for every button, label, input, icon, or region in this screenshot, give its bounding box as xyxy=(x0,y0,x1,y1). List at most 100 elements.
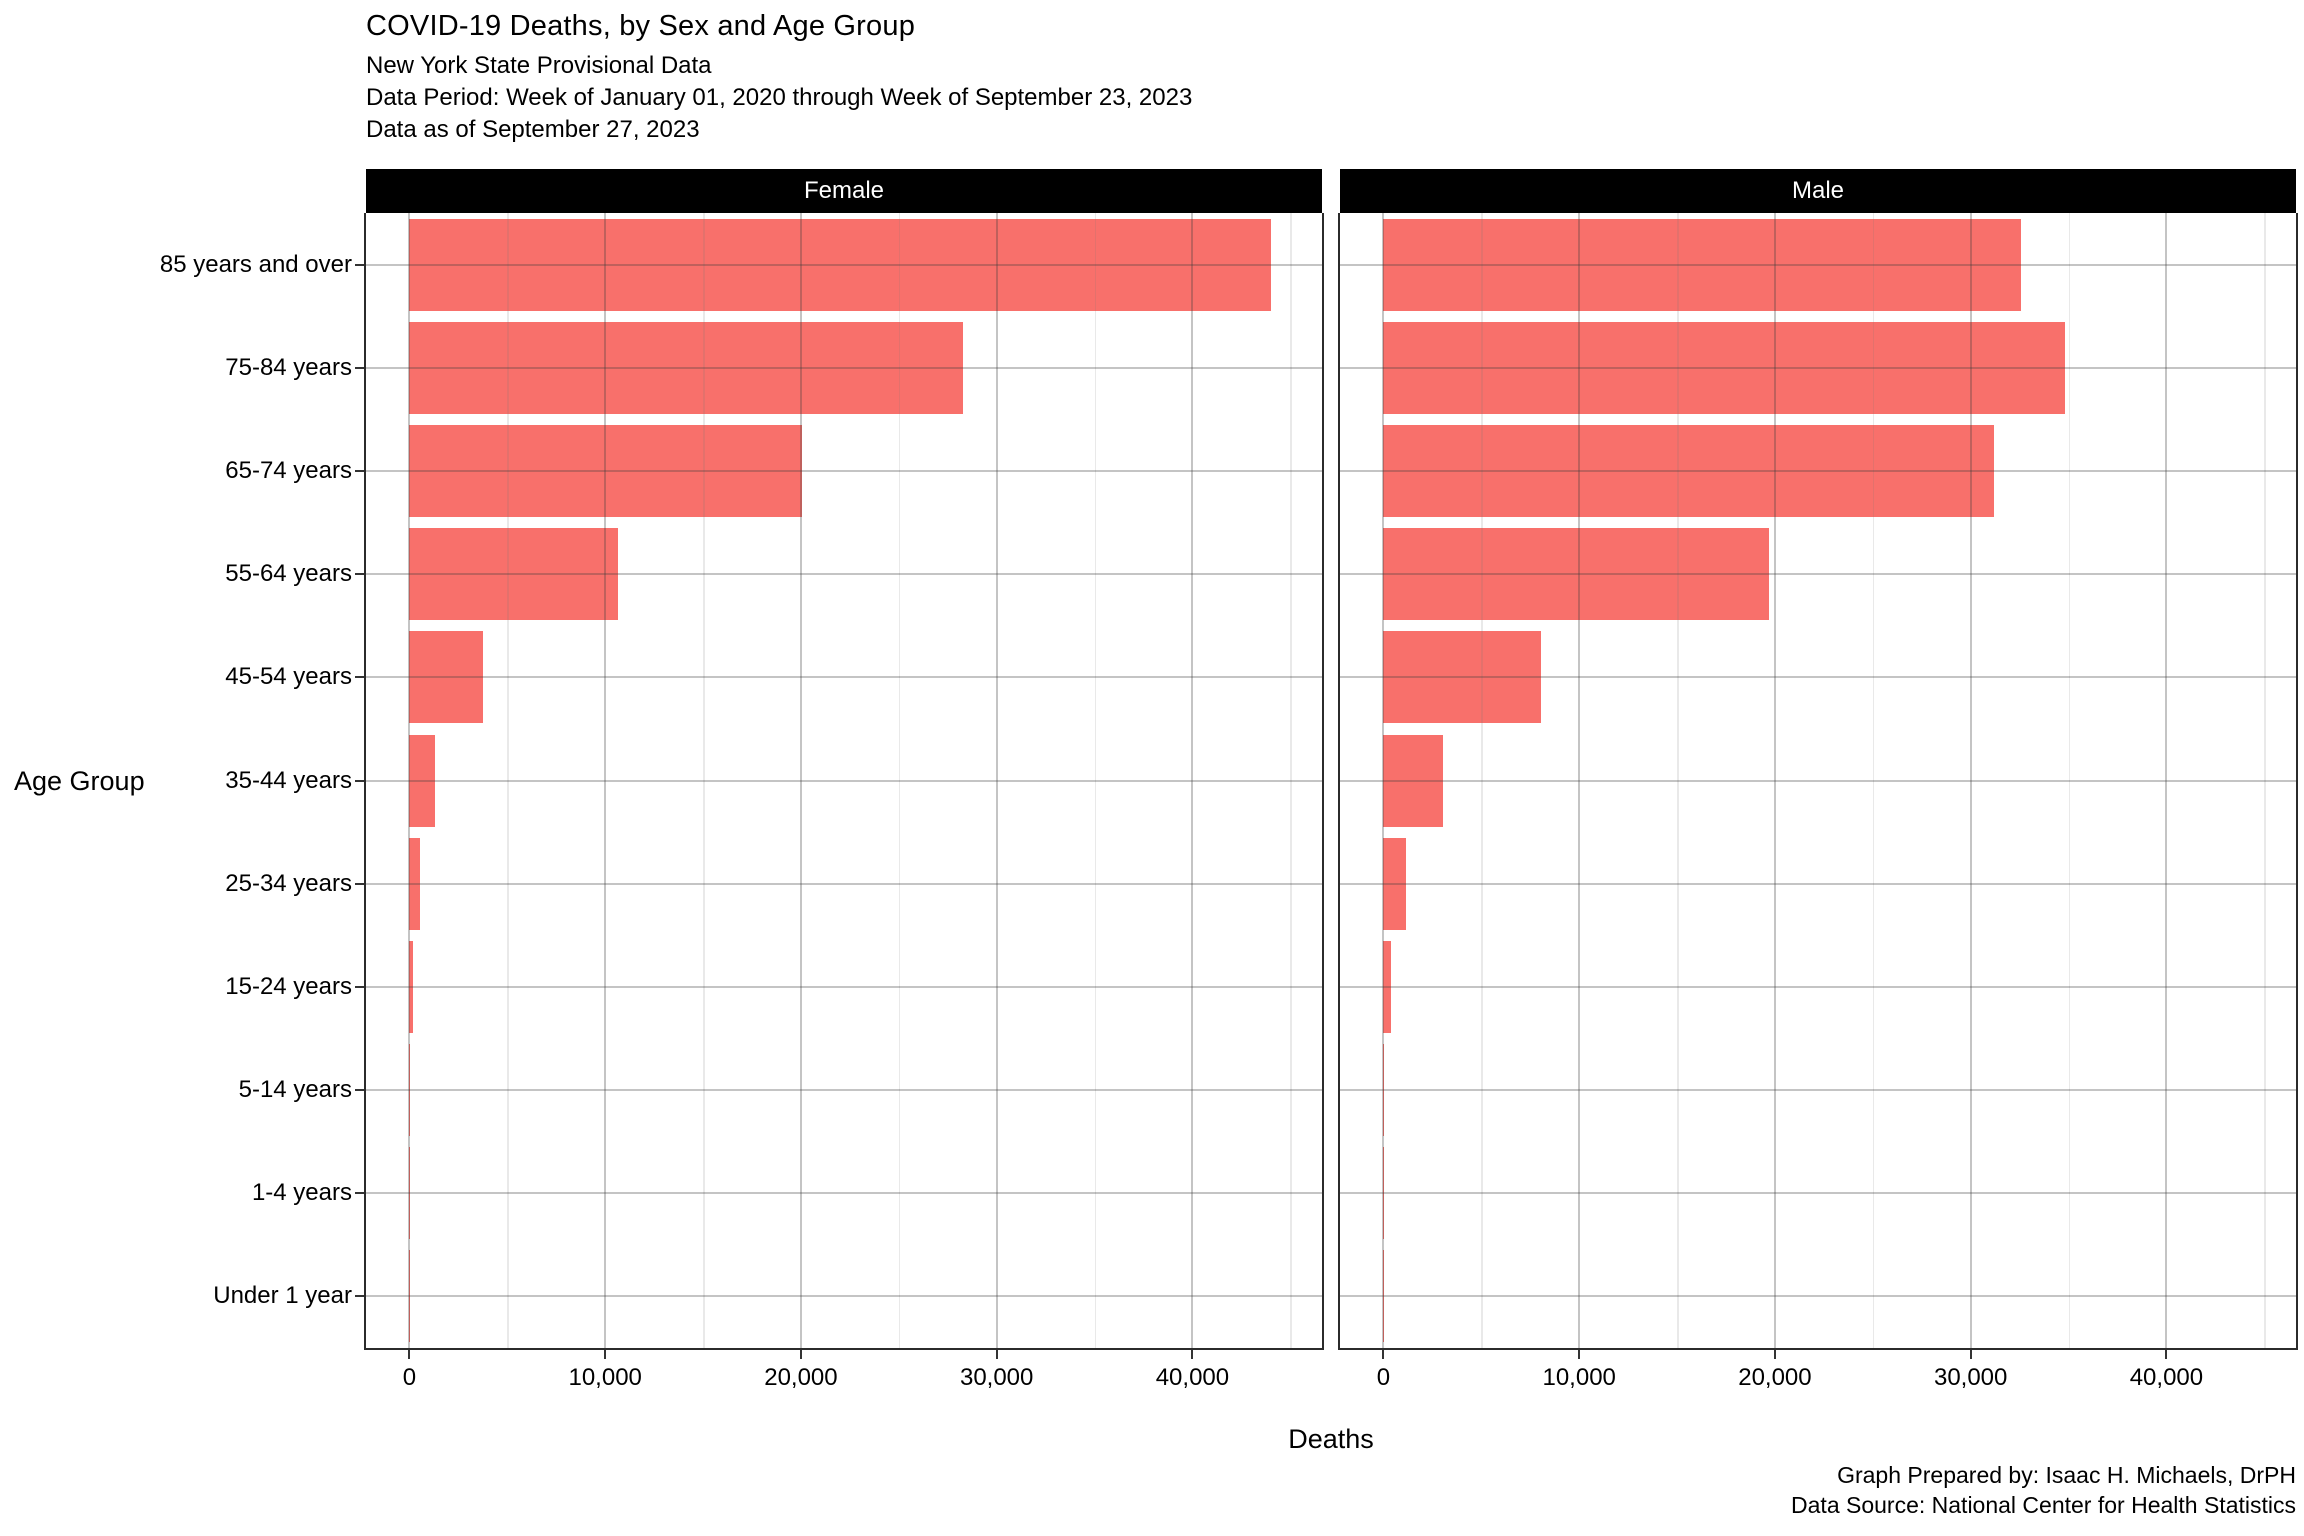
x-tick-label: 0 xyxy=(1376,1364,1391,1391)
gridline-x-minor xyxy=(1677,213,1679,1348)
x-tick-label: 40,000 xyxy=(2129,1364,2204,1391)
x-axis-tick xyxy=(995,1350,998,1359)
gridline-y-major xyxy=(1340,573,2296,576)
gridline-x-minor xyxy=(703,213,705,1348)
x-axis-tick xyxy=(799,1350,802,1359)
gridline-y-major xyxy=(366,1089,1322,1092)
x-tick-label: 30,000 xyxy=(1933,1364,2008,1391)
caption-line2: Data Source: National Center for Health … xyxy=(1791,1492,2296,1518)
gridline-y-major xyxy=(1340,1192,2296,1195)
gridline-y-major xyxy=(1340,779,2296,782)
gridline-x-minor xyxy=(1094,213,1097,1348)
gridline-x-major xyxy=(1773,213,1776,1348)
gridline-y-major xyxy=(1340,366,2296,369)
y-axis-tick xyxy=(355,573,364,576)
y-axis-tick xyxy=(355,985,364,988)
caption-line1: Graph Prepared by: Isaac H. Michaels, Dr… xyxy=(1837,1462,2296,1488)
gridline-x-minor xyxy=(507,213,509,1348)
gridline-y-major xyxy=(366,676,1322,679)
gridline-y-major xyxy=(366,1295,1322,1298)
gridline-x-major xyxy=(408,213,411,1348)
gridline-x-minor xyxy=(898,213,901,1348)
bar-female-7 xyxy=(409,940,413,1033)
y-axis-label: 5-14 years xyxy=(238,1076,352,1104)
gridline-y-major xyxy=(1340,985,2296,988)
y-axis-label: 45-54 years xyxy=(225,663,352,691)
y-axis-label: 85 years and over xyxy=(159,250,352,278)
panel-male xyxy=(1338,213,2298,1350)
y-axis-tick xyxy=(355,676,364,679)
gridline-x-major xyxy=(1382,213,1385,1348)
bar-male-7 xyxy=(1383,940,1392,1033)
gridline-x-minor xyxy=(2264,213,2266,1348)
gridline-x-major xyxy=(799,213,802,1348)
gridline-x-major xyxy=(995,213,998,1348)
x-tick-label: 40,000 xyxy=(1155,1364,1230,1391)
gridline-x-minor xyxy=(1481,213,1483,1348)
y-axis-label: 75-84 years xyxy=(225,353,352,381)
y-axis-tick xyxy=(355,469,364,472)
y-axis-tick xyxy=(355,779,364,782)
bar-male-6 xyxy=(1383,837,1406,930)
x-axis-title: Deaths xyxy=(1288,1424,1374,1454)
gridline-x-minor xyxy=(1290,213,1292,1348)
panel-female-plot-area xyxy=(366,213,1322,1348)
x-axis-tick xyxy=(1969,1350,1972,1359)
gridline-y-major xyxy=(366,263,1322,266)
gridline-x-minor xyxy=(2068,213,2071,1348)
bar-female-5 xyxy=(409,734,435,827)
gridline-y-major xyxy=(1340,882,2296,885)
y-axis-tick xyxy=(355,882,364,885)
gridline-y-major xyxy=(1340,676,2296,679)
facet-strip-male: Male xyxy=(1340,169,2296,213)
gridline-y-major xyxy=(366,779,1322,782)
bar-male-0 xyxy=(1383,218,2021,311)
bar-female-10 xyxy=(409,1250,411,1343)
gridline-y-major xyxy=(366,573,1322,576)
y-axis-label: 1-4 years xyxy=(251,1179,352,1207)
x-axis-tick xyxy=(1382,1350,1385,1359)
bar-male-3 xyxy=(1383,528,1770,621)
y-axis-label: 65-74 years xyxy=(225,456,352,484)
gridline-y-major xyxy=(1340,1295,2296,1298)
gridline-y-major xyxy=(1340,469,2296,472)
panel-female xyxy=(364,213,1324,1350)
y-axis-tick xyxy=(355,263,364,266)
bar-male-2 xyxy=(1383,424,1994,517)
bar-male-4 xyxy=(1383,631,1542,724)
y-axis-tick xyxy=(355,1295,364,1298)
x-tick-label: 0 xyxy=(402,1364,417,1391)
y-axis-label: 15-24 years xyxy=(225,972,352,1000)
chart-subtitle-line2: Data Period: Week of January 01, 2020 th… xyxy=(366,84,1193,111)
x-axis-tick xyxy=(1578,1350,1581,1359)
gridline-y-major xyxy=(366,366,1322,369)
x-axis-tick xyxy=(1773,1350,1776,1359)
y-axis-label: 35-44 years xyxy=(225,766,352,794)
x-axis-tick xyxy=(1191,1350,1194,1359)
x-axis-tick xyxy=(604,1350,607,1359)
bar-male-10 xyxy=(1383,1250,1385,1343)
x-tick-label: 20,000 xyxy=(1738,1364,1812,1391)
gridline-x-major xyxy=(1969,213,1972,1348)
x-tick-label: 10,000 xyxy=(1542,1364,1616,1391)
x-axis-tick xyxy=(408,1350,411,1359)
x-tick-label: 20,000 xyxy=(764,1364,838,1391)
gridline-x-major xyxy=(604,213,607,1348)
x-tick-label: 10,000 xyxy=(568,1364,642,1391)
panel-male-plot-area xyxy=(1340,213,2296,1348)
gridline-y-major xyxy=(366,1192,1322,1195)
bar-female-2 xyxy=(409,424,802,517)
y-axis-label: 55-64 years xyxy=(225,560,352,588)
bar-female-6 xyxy=(409,837,421,930)
bar-male-1 xyxy=(1383,321,2066,414)
gridline-x-minor xyxy=(1872,213,1875,1348)
y-axis-title: Age Group xyxy=(14,766,145,796)
x-axis-tick xyxy=(2165,1350,2168,1359)
y-axis-tick xyxy=(355,366,364,369)
chart-subtitle-line1: New York State Provisional Data xyxy=(366,52,712,79)
facet-strip-female: Female xyxy=(366,169,1322,213)
gridline-y-major xyxy=(366,469,1322,472)
gridline-x-major xyxy=(2165,213,2168,1348)
bar-female-3 xyxy=(409,528,618,621)
